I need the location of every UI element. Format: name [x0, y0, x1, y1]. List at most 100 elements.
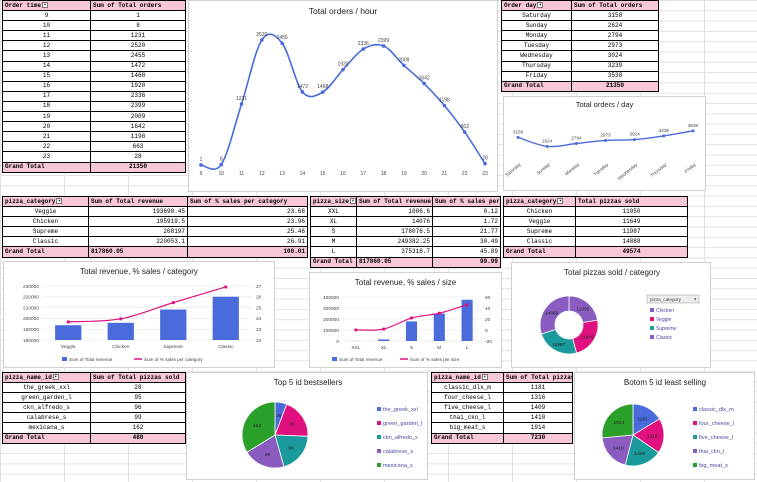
table-cell[interactable]: 220053.1 [88, 236, 188, 248]
pizza-category-header[interactable]: pizza_category ▾ [503, 195, 576, 208]
revenue-size-chart[interactable]: Total revenue, % sales / size 400000 30000… [309, 272, 502, 368]
table-row[interactable]: 16 1920 [2, 80, 186, 92]
table-row[interactable]: Supreme 11987 [503, 226, 688, 238]
grand-total-row[interactable]: Grand Total 21350 [2, 161, 186, 173]
grand-total-row[interactable]: Grand Total 7230 [431, 432, 573, 444]
table-cell[interactable]: 1914 [503, 422, 573, 434]
table-row[interactable]: Sunday 2624 [501, 20, 659, 32]
table-cell[interactable]: 11 [2, 30, 91, 42]
table-row[interactable]: ckn_alfredo_s 96 [2, 402, 186, 414]
pizzas-sold-category-chart[interactable]: Total pizzas sold / category 11050 11649 11… [511, 262, 711, 368]
table-cell[interactable]: 1409 [503, 402, 573, 414]
table-row[interactable]: 18 2399 [2, 100, 186, 113]
table-cell[interactable]: 14888 [575, 236, 688, 248]
table-row[interactable]: calabrese_s 99 [2, 412, 186, 424]
table-row[interactable]: Supreme 208197 25.46 [2, 226, 308, 238]
pizza-size-header[interactable]: pizza_size ▾ [310, 195, 357, 208]
order-time-header[interactable]: Order time ▾ [2, 0, 91, 12]
table-cell[interactable]: 1.72 [432, 216, 501, 228]
table-row[interactable]: five_cheese_l 1409 [431, 402, 573, 414]
table-cell[interactable]: 28 [90, 151, 186, 163]
table-row[interactable]: S 178076.5 21.77 [310, 226, 501, 238]
table-row[interactable]: Saturday 3158 [501, 10, 659, 22]
table-cell[interactable]: 1920 [90, 80, 186, 92]
table-cell[interactable]: Supreme [503, 226, 576, 238]
table-cell[interactable]: big_meat_s [431, 422, 504, 434]
pizza-category-header[interactable]: pizza_category ▾ [2, 195, 89, 208]
table-cell[interactable]: 178076.5 [356, 226, 433, 238]
table-row[interactable]: Veggie 11649 [503, 216, 688, 228]
table-cell[interactable]: M [310, 236, 357, 248]
grand-total-row[interactable]: Grand Total 21350 [501, 80, 659, 92]
table-row[interactable]: 23 28 [2, 151, 186, 163]
bottom5-least-selling-chart[interactable]: Botom 5 id least selling 1181 1316 1409 1410… [574, 372, 755, 480]
table-cell[interactable]: 2336 [90, 90, 186, 102]
table-cell[interactable]: 9 [2, 10, 91, 22]
table-row[interactable]: 12 2520 [2, 40, 186, 52]
table-cell[interactable]: 16 [2, 80, 91, 92]
category-revenue-table[interactable]: pizza_category ▾ Sum of Total revenue Sum… [2, 195, 308, 258]
grand-total-row[interactable]: Grand Total 817860.05 100.01 [2, 246, 308, 258]
table-row[interactable]: 13 2455 [2, 50, 186, 62]
top5-bestsellers-chart[interactable]: Top 5 id bestsellers 28 95 96 99 162 the_greek… [186, 372, 428, 480]
table-row[interactable]: mexicana_s 162 [2, 422, 186, 434]
table-cell[interactable]: 17 [2, 90, 91, 102]
table-cell[interactable]: 20 [2, 121, 91, 133]
table-cell[interactable]: 162 [90, 422, 186, 434]
table-cell[interactable]: XL [310, 216, 357, 228]
table-cell[interactable]: 1 [90, 10, 186, 22]
table-row[interactable]: Classic 220053.1 26.91 [2, 236, 308, 248]
table-cell[interactable]: XXL [310, 206, 357, 218]
table-cell[interactable]: 23 [2, 151, 91, 163]
table-cell[interactable]: L [310, 246, 357, 258]
table-cell[interactable]: four_cheese_l [431, 392, 504, 404]
table-cell[interactable]: 12 [2, 40, 91, 52]
table-cell[interactable]: 193690.45 [88, 206, 188, 218]
table-cell[interactable]: 663 [90, 141, 186, 153]
table-cell[interactable]: 375318.7 [356, 246, 433, 258]
table-cell[interactable]: 1231 [90, 30, 186, 42]
table-cell[interactable]: Chicken [503, 206, 576, 218]
table-cell[interactable]: 195919.5 [88, 216, 188, 228]
table-cell[interactable]: 15 [2, 70, 91, 82]
bottom5-table[interactable]: pizza_name_id▾ Sum of Total pizzas sold … [431, 371, 573, 444]
table-cell[interactable]: 11050 [575, 206, 688, 218]
table-cell[interactable]: 1316 [503, 392, 573, 404]
table-row[interactable]: 19 2009 [2, 111, 186, 123]
table-cell[interactable]: 2624 [571, 20, 659, 32]
orders-per-day-table[interactable]: Order day ▾ Sum of Total orders Saturday 3… [501, 0, 659, 92]
revenue-category-chart[interactable]: Total revenue, % sales / category 230000 2… [3, 261, 275, 368]
table-cell[interactable]: 95 [90, 392, 186, 404]
table-cell[interactable]: mexicana_s [2, 422, 91, 434]
table-cell[interactable]: thai_ckn_l [431, 412, 504, 424]
table-row[interactable]: Monday 2794 [501, 30, 659, 42]
pizza-name-id-header[interactable]: pizza_name_id ▾ [2, 371, 91, 384]
table-cell[interactable]: 2973 [571, 40, 659, 52]
table-cell[interactable]: 96 [90, 402, 186, 414]
table-row[interactable]: 22 663 [2, 141, 186, 153]
orders-per-hour-chart[interactable]: Total orders / hour 1 9 8 10 1231 11 2520 12 2455… [188, 0, 498, 192]
pizza-name-id-header[interactable]: pizza_name_id ▾ [431, 371, 504, 384]
table-row[interactable]: thai_ckn_l 1410 [431, 412, 573, 424]
table-cell[interactable]: 3158 [571, 10, 659, 22]
table-cell[interactable]: ckn_alfredo_s [2, 402, 91, 414]
table-row[interactable]: L 375318.7 45.89 [310, 246, 501, 258]
table-cell[interactable]: the_greek_xxl [2, 382, 91, 394]
table-row[interactable]: Friday 3538 [501, 70, 659, 82]
table-cell[interactable]: Friday [501, 70, 572, 82]
table-cell[interactable]: 14 [2, 60, 91, 72]
table-cell[interactable]: 19 [2, 111, 91, 123]
table-cell[interactable]: 13 [2, 50, 91, 62]
table-cell[interactable]: 1642 [90, 121, 186, 133]
table-cell[interactable]: 3239 [571, 60, 659, 72]
table-row[interactable]: four_cheese_l 1316 [431, 392, 573, 404]
table-cell[interactable]: Saturday [501, 10, 572, 22]
table-row[interactable]: XL 14076 1.72 [310, 216, 501, 228]
table-cell[interactable]: 2794 [571, 30, 659, 42]
table-row[interactable]: 17 2336 [2, 90, 186, 102]
table-row[interactable]: green_garden_l 95 [2, 392, 186, 404]
table-row[interactable]: 11 1231 [2, 30, 186, 42]
pizzas-sold-category-table[interactable]: pizza_category ▾ Total pizzas sold Chicke… [503, 195, 688, 258]
table-cell[interactable]: 18 [2, 100, 91, 113]
